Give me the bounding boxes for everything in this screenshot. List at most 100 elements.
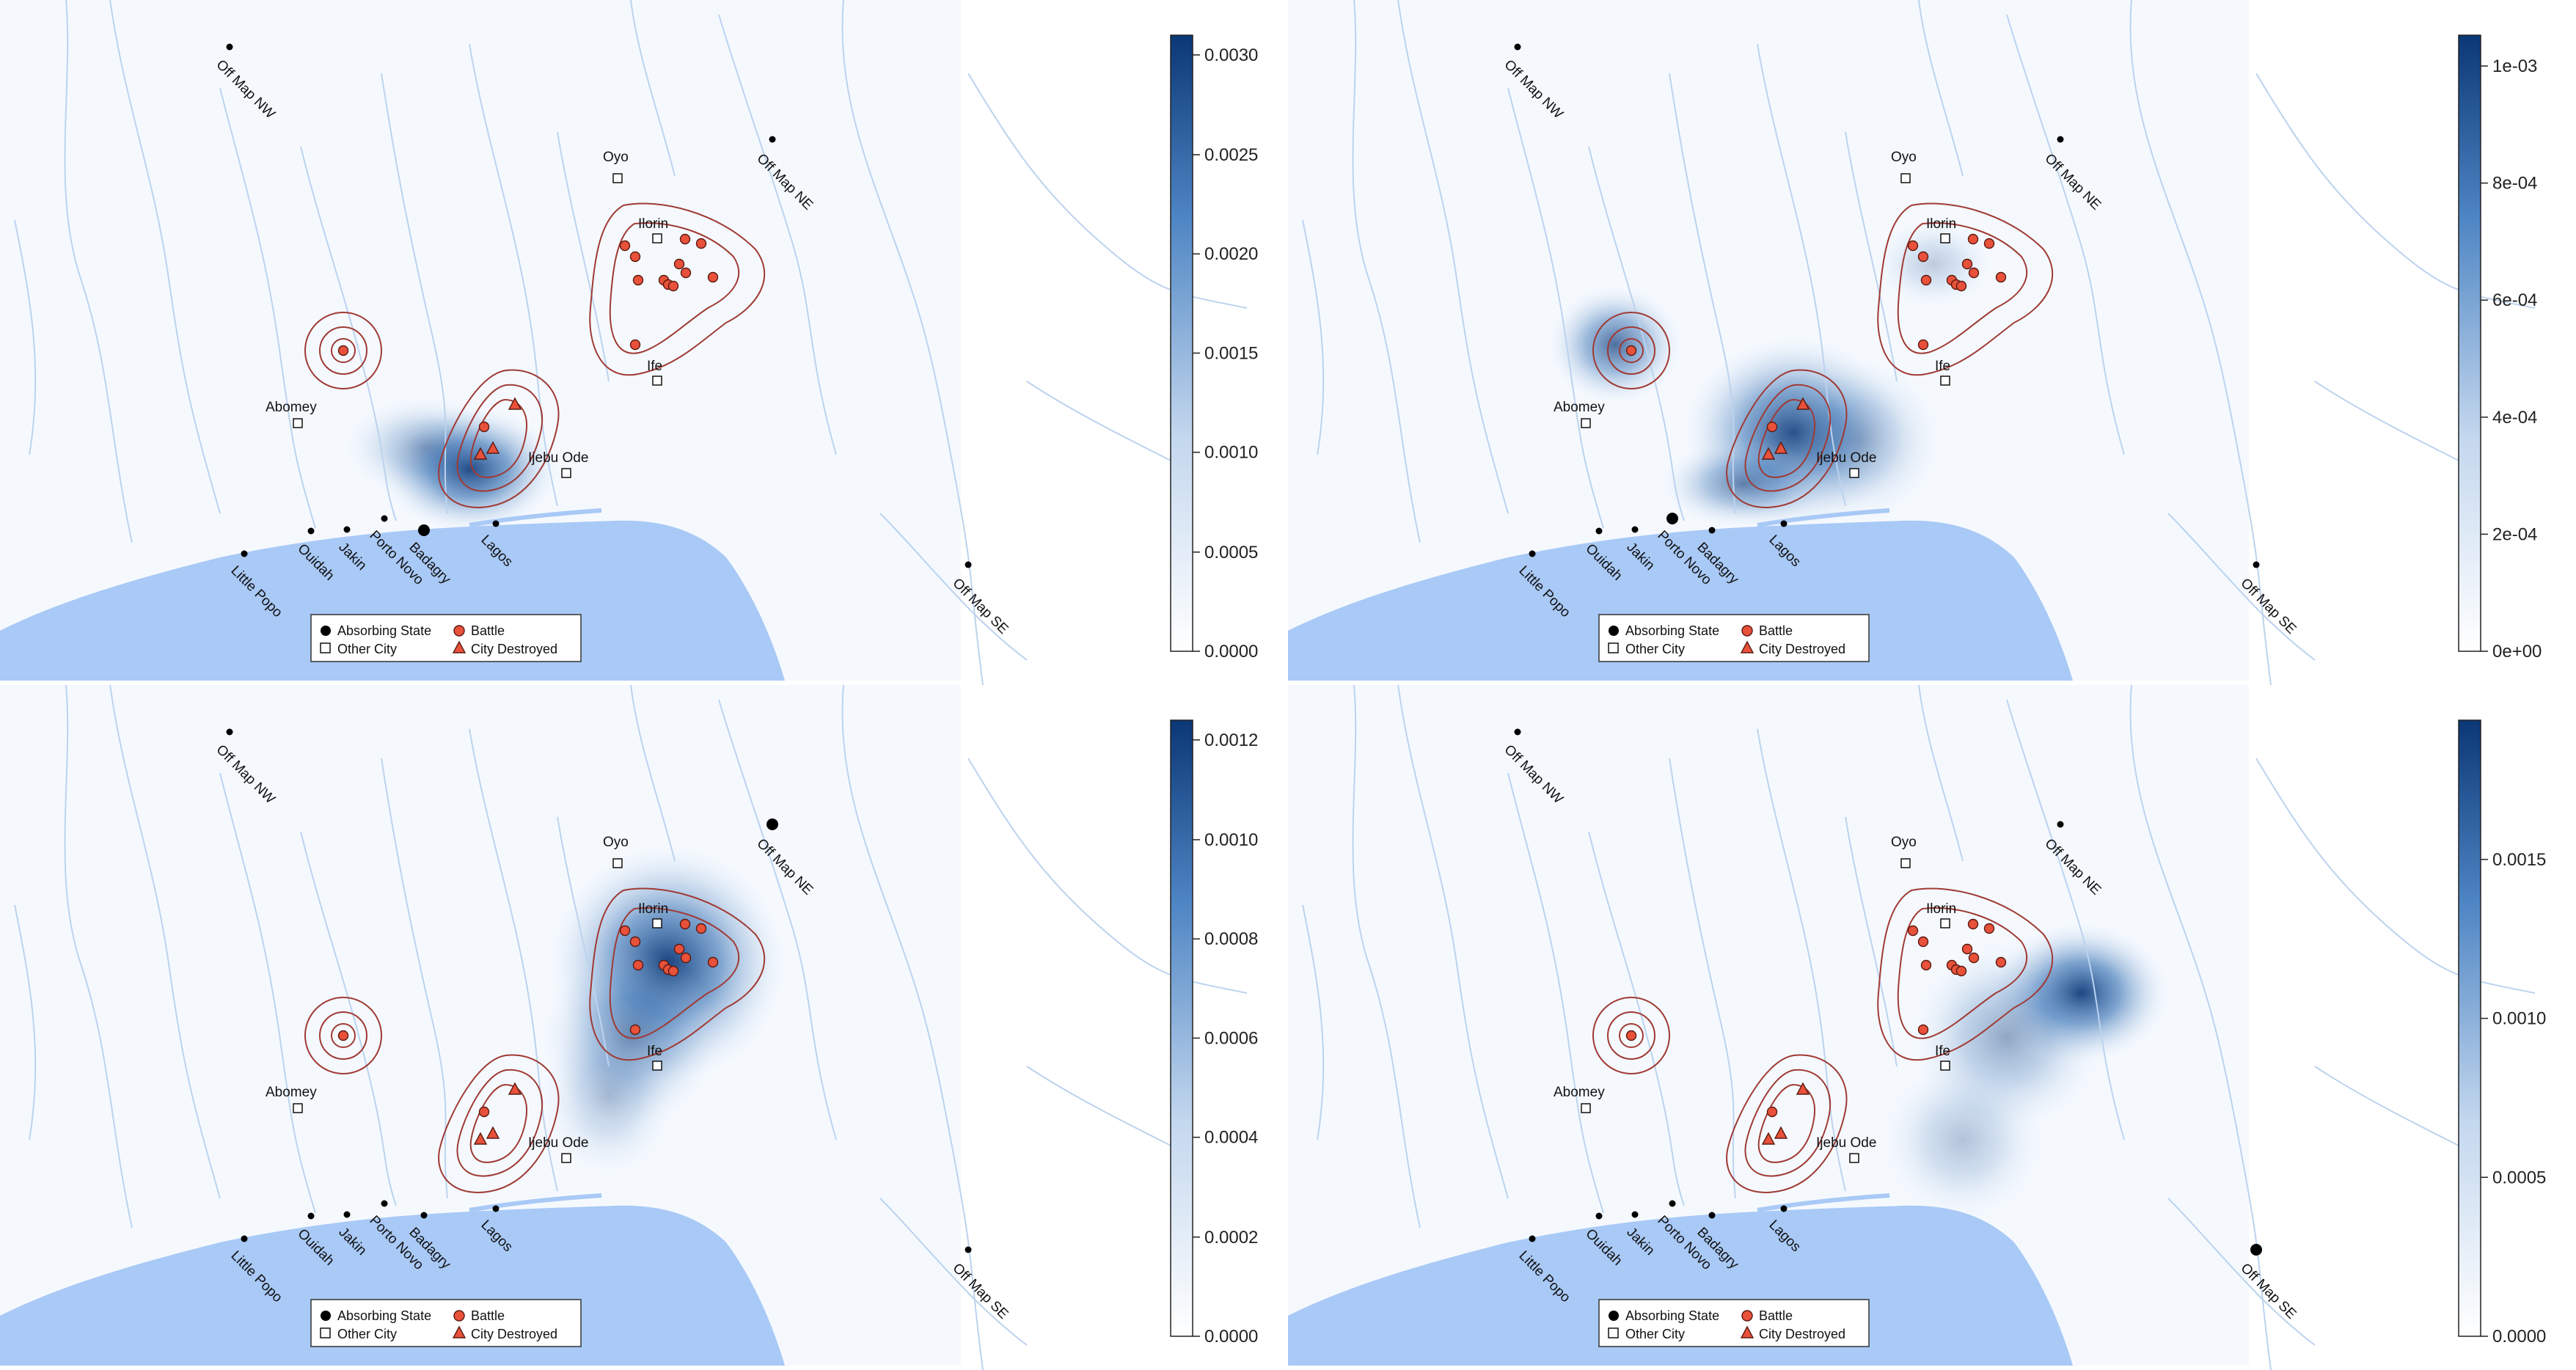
battle-marker	[1625, 1030, 1637, 1041]
absorbing-state-marker	[492, 1205, 500, 1212]
colorbar: 0.0000 0.0005 0.0010 0.0015	[2458, 719, 2546, 1347]
legend-city-destroyed-icon	[1740, 640, 1754, 653]
river-line	[1845, 131, 1898, 382]
legend-label-absorbing-state: Absorbing State	[1625, 1308, 1719, 1323]
legend-label-other-city: Other City	[1625, 1327, 1685, 1341]
contour-layer	[1592, 887, 2054, 1193]
battle-marker	[707, 271, 719, 283]
absorbing-state-marker	[307, 1212, 315, 1220]
sea-area	[1288, 1205, 2073, 1366]
absorbing-state-marker	[420, 1212, 428, 1219]
battle-marker	[707, 956, 719, 968]
other-city-marker	[652, 376, 662, 386]
other-city-marker	[1849, 1153, 1859, 1163]
battle-marker	[1920, 274, 1932, 286]
river-line	[1588, 831, 1685, 1206]
density-contour	[609, 222, 740, 354]
density-contour	[331, 338, 356, 363]
legend-battle-icon	[453, 1310, 465, 1322]
absorbing-state-marker	[1780, 520, 1788, 527]
colorbar-tick-label: 0.0025	[1204, 145, 1258, 165]
map-panel-4: Oyo Ilorin Ife Abomey Ijebu Ode Little Popo Ou…	[1288, 685, 2576, 1370]
legend-battle-icon	[1741, 1310, 1753, 1322]
river-line	[2314, 1066, 2477, 1155]
river-line	[2129, 685, 2272, 1370]
city-destroyed-marker	[508, 397, 522, 410]
river-line	[967, 73, 1248, 309]
legend-label-city-destroyed: City Destroyed	[1759, 1327, 1845, 1341]
battle-markers	[1625, 918, 2007, 1145]
river-line	[718, 14, 837, 455]
river-line	[1302, 219, 1325, 455]
battle-marker	[629, 1024, 641, 1036]
colorbar-tick-label: 0.0012	[1204, 730, 1258, 750]
river-line	[300, 831, 397, 1206]
city-destroyed-marker	[1796, 1082, 1810, 1095]
density-contour	[1619, 1023, 1644, 1048]
colorbar-tick-label: 0.0015	[1204, 343, 1258, 363]
city-destroyed-marker	[473, 447, 488, 460]
other-city-marker	[612, 173, 623, 183]
map-panel-3: Oyo Ilorin Ife Abomey Ijebu Ode Little Popo Ou…	[0, 685, 1288, 1370]
legend-label-other-city: Other City	[337, 642, 397, 656]
legend-label-city-destroyed: City Destroyed	[471, 642, 557, 656]
colorbar-gradient	[2458, 719, 2481, 1337]
other-city-marker	[1581, 1103, 1591, 1113]
battle-marker	[1961, 943, 1973, 955]
river-line	[2167, 1198, 2316, 1346]
absorbing-state-marker	[2253, 561, 2260, 568]
river-line	[469, 728, 558, 1192]
city-label: Oyo	[603, 150, 629, 165]
density-contour	[1897, 907, 2028, 1039]
absorbing-state-marker	[1595, 1212, 1603, 1220]
legend-label-other-city: Other City	[337, 1327, 397, 1341]
density-blob	[1549, 286, 1681, 403]
battle-markers	[337, 233, 719, 460]
other-city-marker	[1940, 233, 1950, 243]
absorbing-state-marker	[1514, 43, 1521, 51]
battle-marker	[1955, 965, 1967, 977]
battle-marker	[1920, 959, 1932, 971]
absorbing-state-marker	[1631, 1211, 1639, 1218]
river-line	[1397, 0, 1509, 514]
river-line	[2006, 14, 2125, 455]
battle-marker	[1907, 925, 1919, 937]
battle-marker	[619, 240, 631, 252]
colorbar-tick-label: 0.0002	[1204, 1228, 1258, 1248]
density-contour	[589, 202, 766, 376]
legend-city-destroyed-icon	[1740, 1325, 1754, 1338]
legend-absorbing-icon	[1609, 626, 1619, 636]
river-line	[630, 685, 676, 862]
density-contour	[1877, 887, 2054, 1061]
city-label: Ife	[1935, 359, 1950, 374]
battle-marker	[337, 345, 349, 356]
legend-label-battle: Battle	[1759, 623, 1793, 638]
density-contour	[438, 1054, 560, 1193]
battle-marker	[673, 258, 685, 270]
battle-marker	[1967, 233, 1979, 245]
other-city-marker	[293, 418, 303, 428]
absorbing-state-marker	[1666, 513, 1678, 524]
density-contour	[331, 1023, 356, 1048]
battle-marker	[679, 918, 691, 930]
density-contour	[304, 312, 382, 389]
battle-marker	[629, 936, 641, 948]
battle-marker	[1983, 238, 1995, 249]
city-destroyed-marker	[1761, 1132, 1776, 1145]
colorbar-gradient	[1170, 719, 1193, 1337]
river-line	[219, 772, 316, 1214]
battle-marker	[1955, 280, 1967, 292]
colorbar-tick-label: 0.0006	[1204, 1028, 1258, 1048]
colorbar-tick-label: 0.0010	[1204, 830, 1258, 850]
battle-marker	[1917, 339, 1929, 351]
battle-marker	[695, 923, 707, 934]
battle-marker	[478, 421, 490, 433]
colorbar-tick-label: 0.0000	[1204, 642, 1258, 662]
battle-marker	[1766, 1106, 1778, 1118]
city-destroyed-marker	[473, 1132, 488, 1145]
river-line	[1845, 816, 1898, 1067]
other-city-marker	[1581, 418, 1591, 428]
battle-marker	[1766, 421, 1778, 433]
density-contour	[469, 398, 527, 478]
absorbing-state-marker	[1669, 1200, 1676, 1207]
